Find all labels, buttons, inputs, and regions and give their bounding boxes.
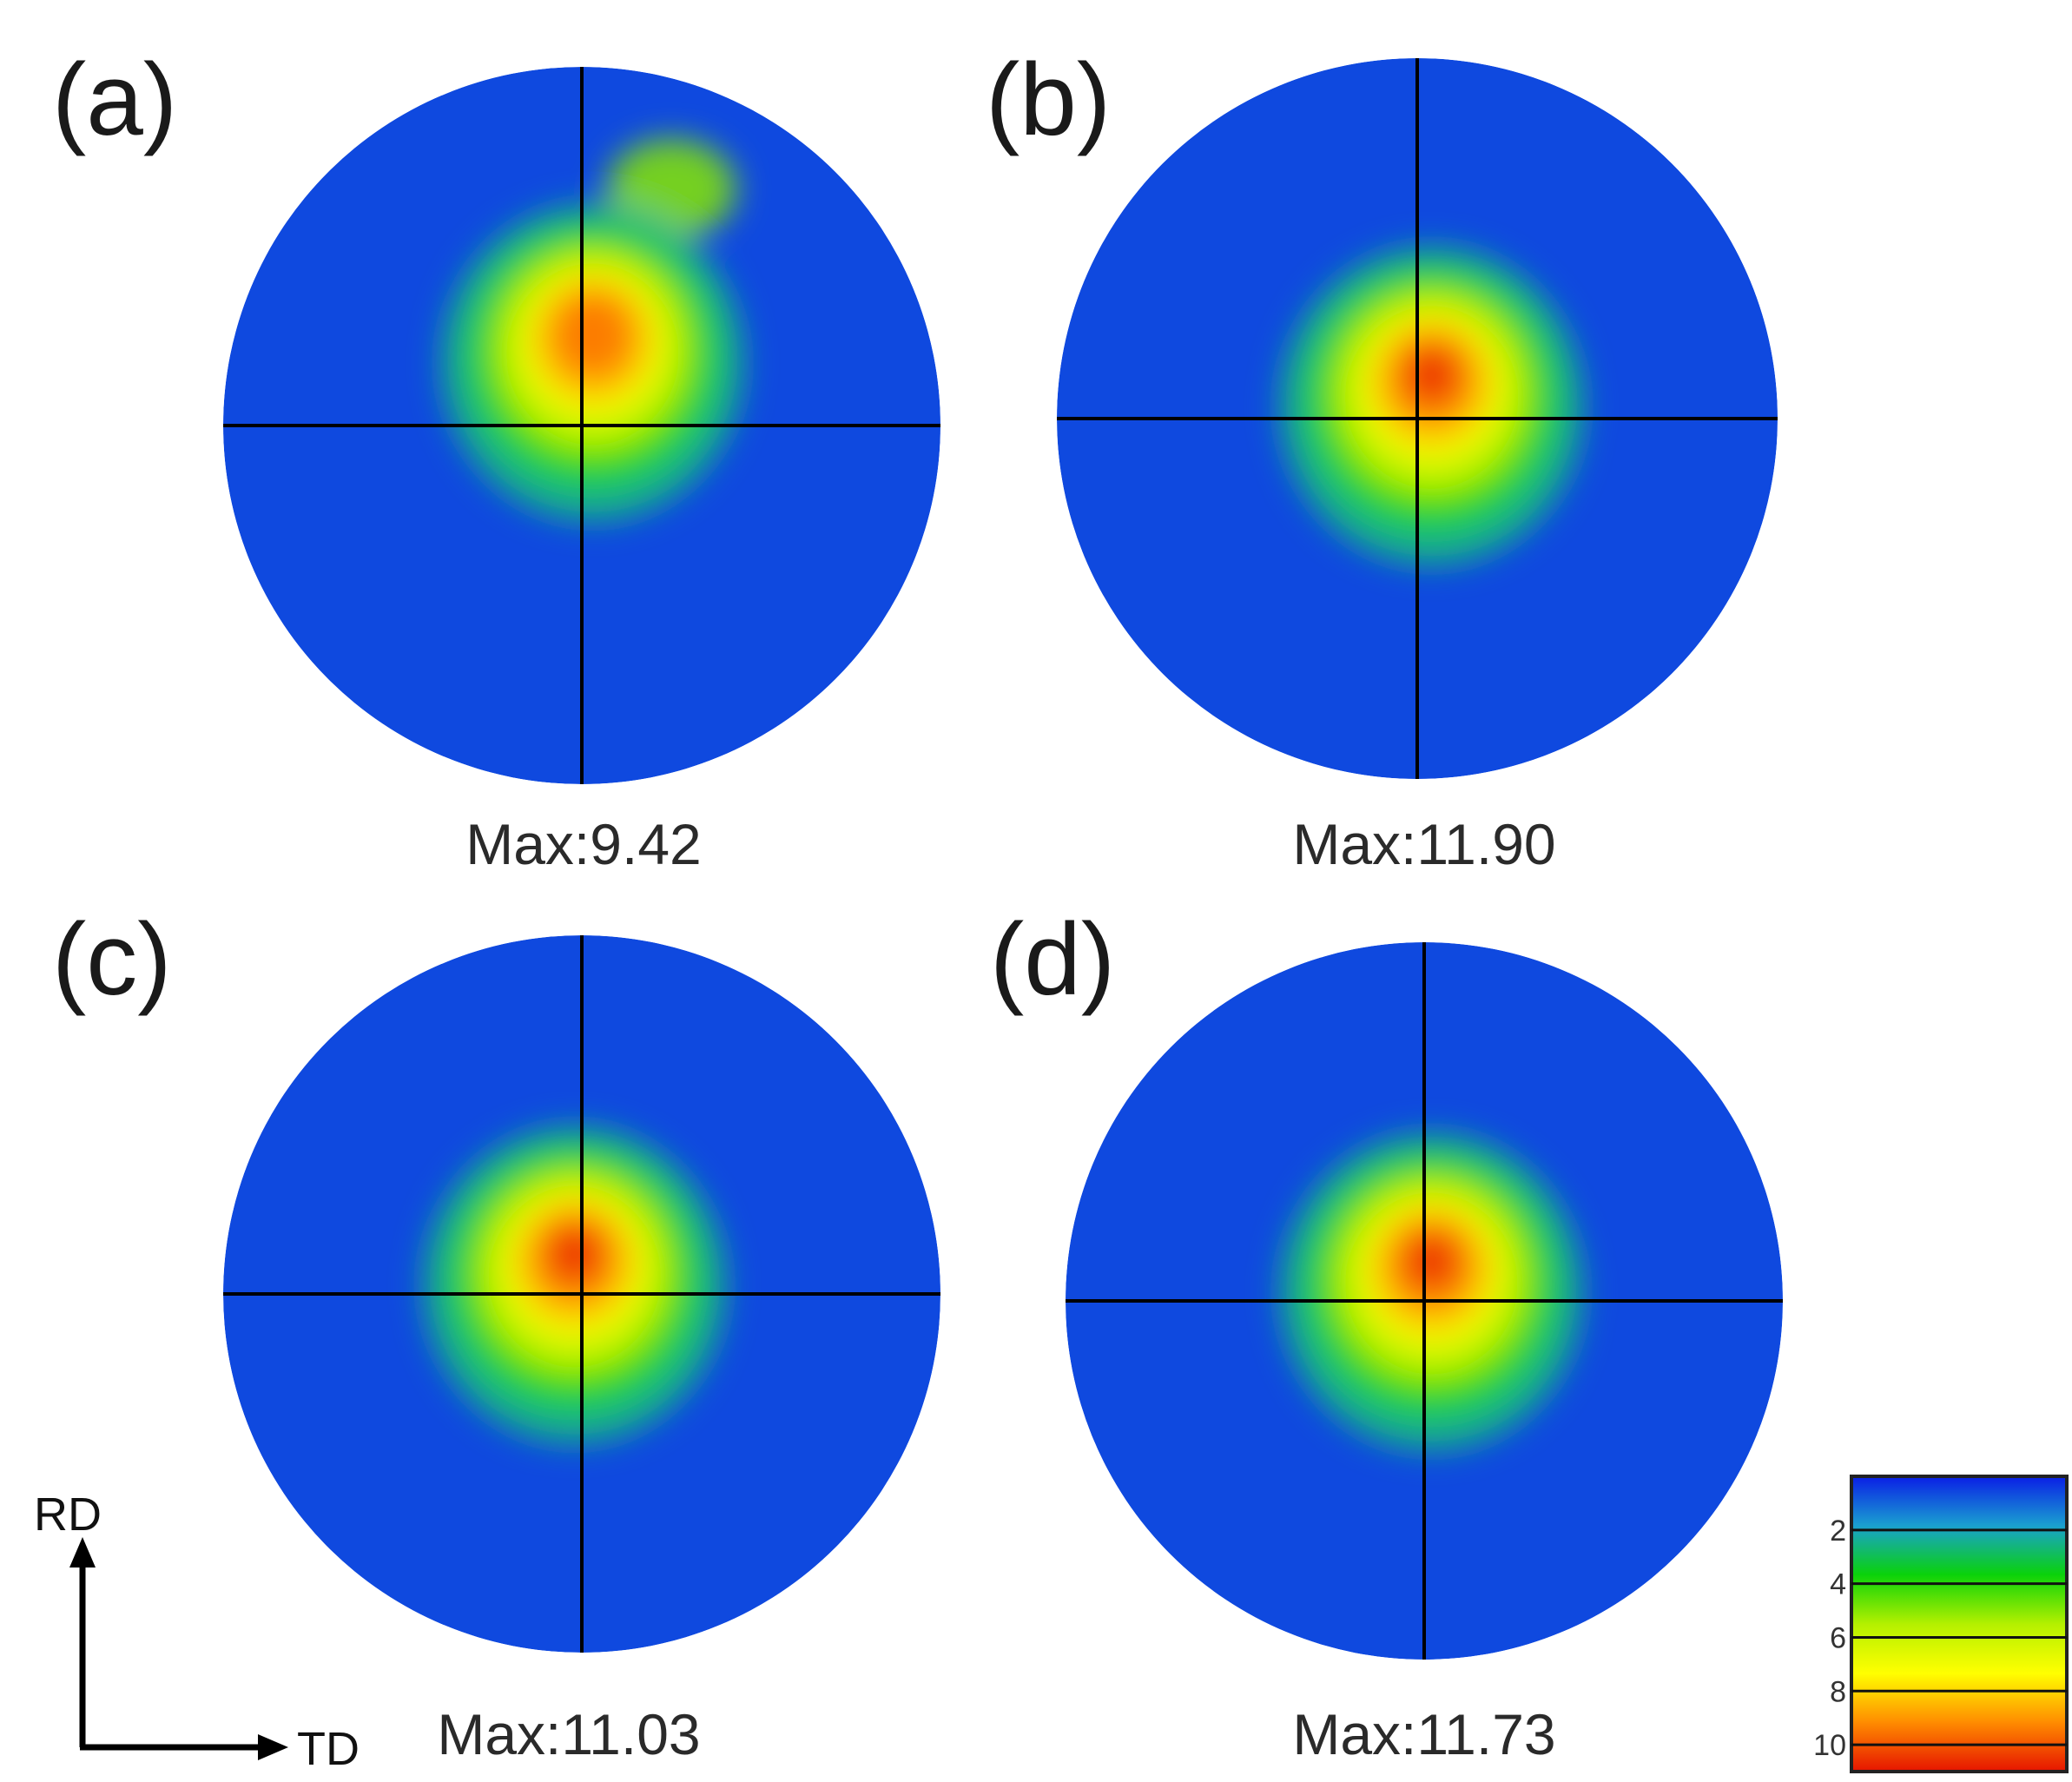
max-label-c: Max:11.03	[437, 1702, 700, 1766]
panel-label-b: (b)	[986, 43, 1111, 157]
colorbar-tick-label: 10	[1813, 1729, 1846, 1762]
colorbar-tick-label: 6	[1830, 1621, 1846, 1654]
intensity-contour	[552, 294, 632, 377]
panel-c: (c) Max:11.03	[52, 902, 940, 1766]
pole-figure-d	[1066, 942, 1783, 1660]
panel-b: (b) Max:11.90	[986, 43, 1778, 876]
max-label-a: Max:9.42	[465, 812, 701, 876]
max-label-d: Max:11.73	[1292, 1702, 1555, 1766]
rd-arrowhead	[69, 1537, 96, 1568]
panel-label-c: (c)	[52, 902, 172, 1017]
sample-axes: RD TD	[34, 1488, 360, 1775]
colorbar-tick-label: 8	[1830, 1675, 1846, 1708]
colorbar-tick-label: 4	[1830, 1568, 1846, 1601]
pole-figure-b	[1057, 58, 1778, 779]
pole-figure-a	[223, 67, 940, 784]
intensity-contour	[549, 1227, 600, 1280]
colorbar-ticks: 2 4 6 8 10	[1813, 1515, 2067, 1762]
td-label: TD	[297, 1723, 360, 1775]
panel-a: (a) Max:9.42	[52, 43, 940, 876]
intensity-contour	[1406, 1234, 1457, 1287]
td-arrowhead	[258, 1734, 288, 1760]
colorbar-tick-label: 2	[1830, 1515, 1846, 1548]
colorbar-gradient	[1850, 1475, 2069, 1773]
intensity-contour	[1406, 347, 1457, 401]
colorbar: 2 4 6 8 10	[1813, 1475, 2069, 1773]
panel-label-d: (d)	[990, 902, 1115, 1017]
panel-label-a: (a)	[52, 43, 177, 157]
panel-d: (d) Max:11.73	[990, 902, 1783, 1766]
rd-label: RD	[34, 1488, 102, 1541]
pole-figure-c	[223, 935, 940, 1653]
max-label-b: Max:11.90	[1292, 812, 1555, 876]
